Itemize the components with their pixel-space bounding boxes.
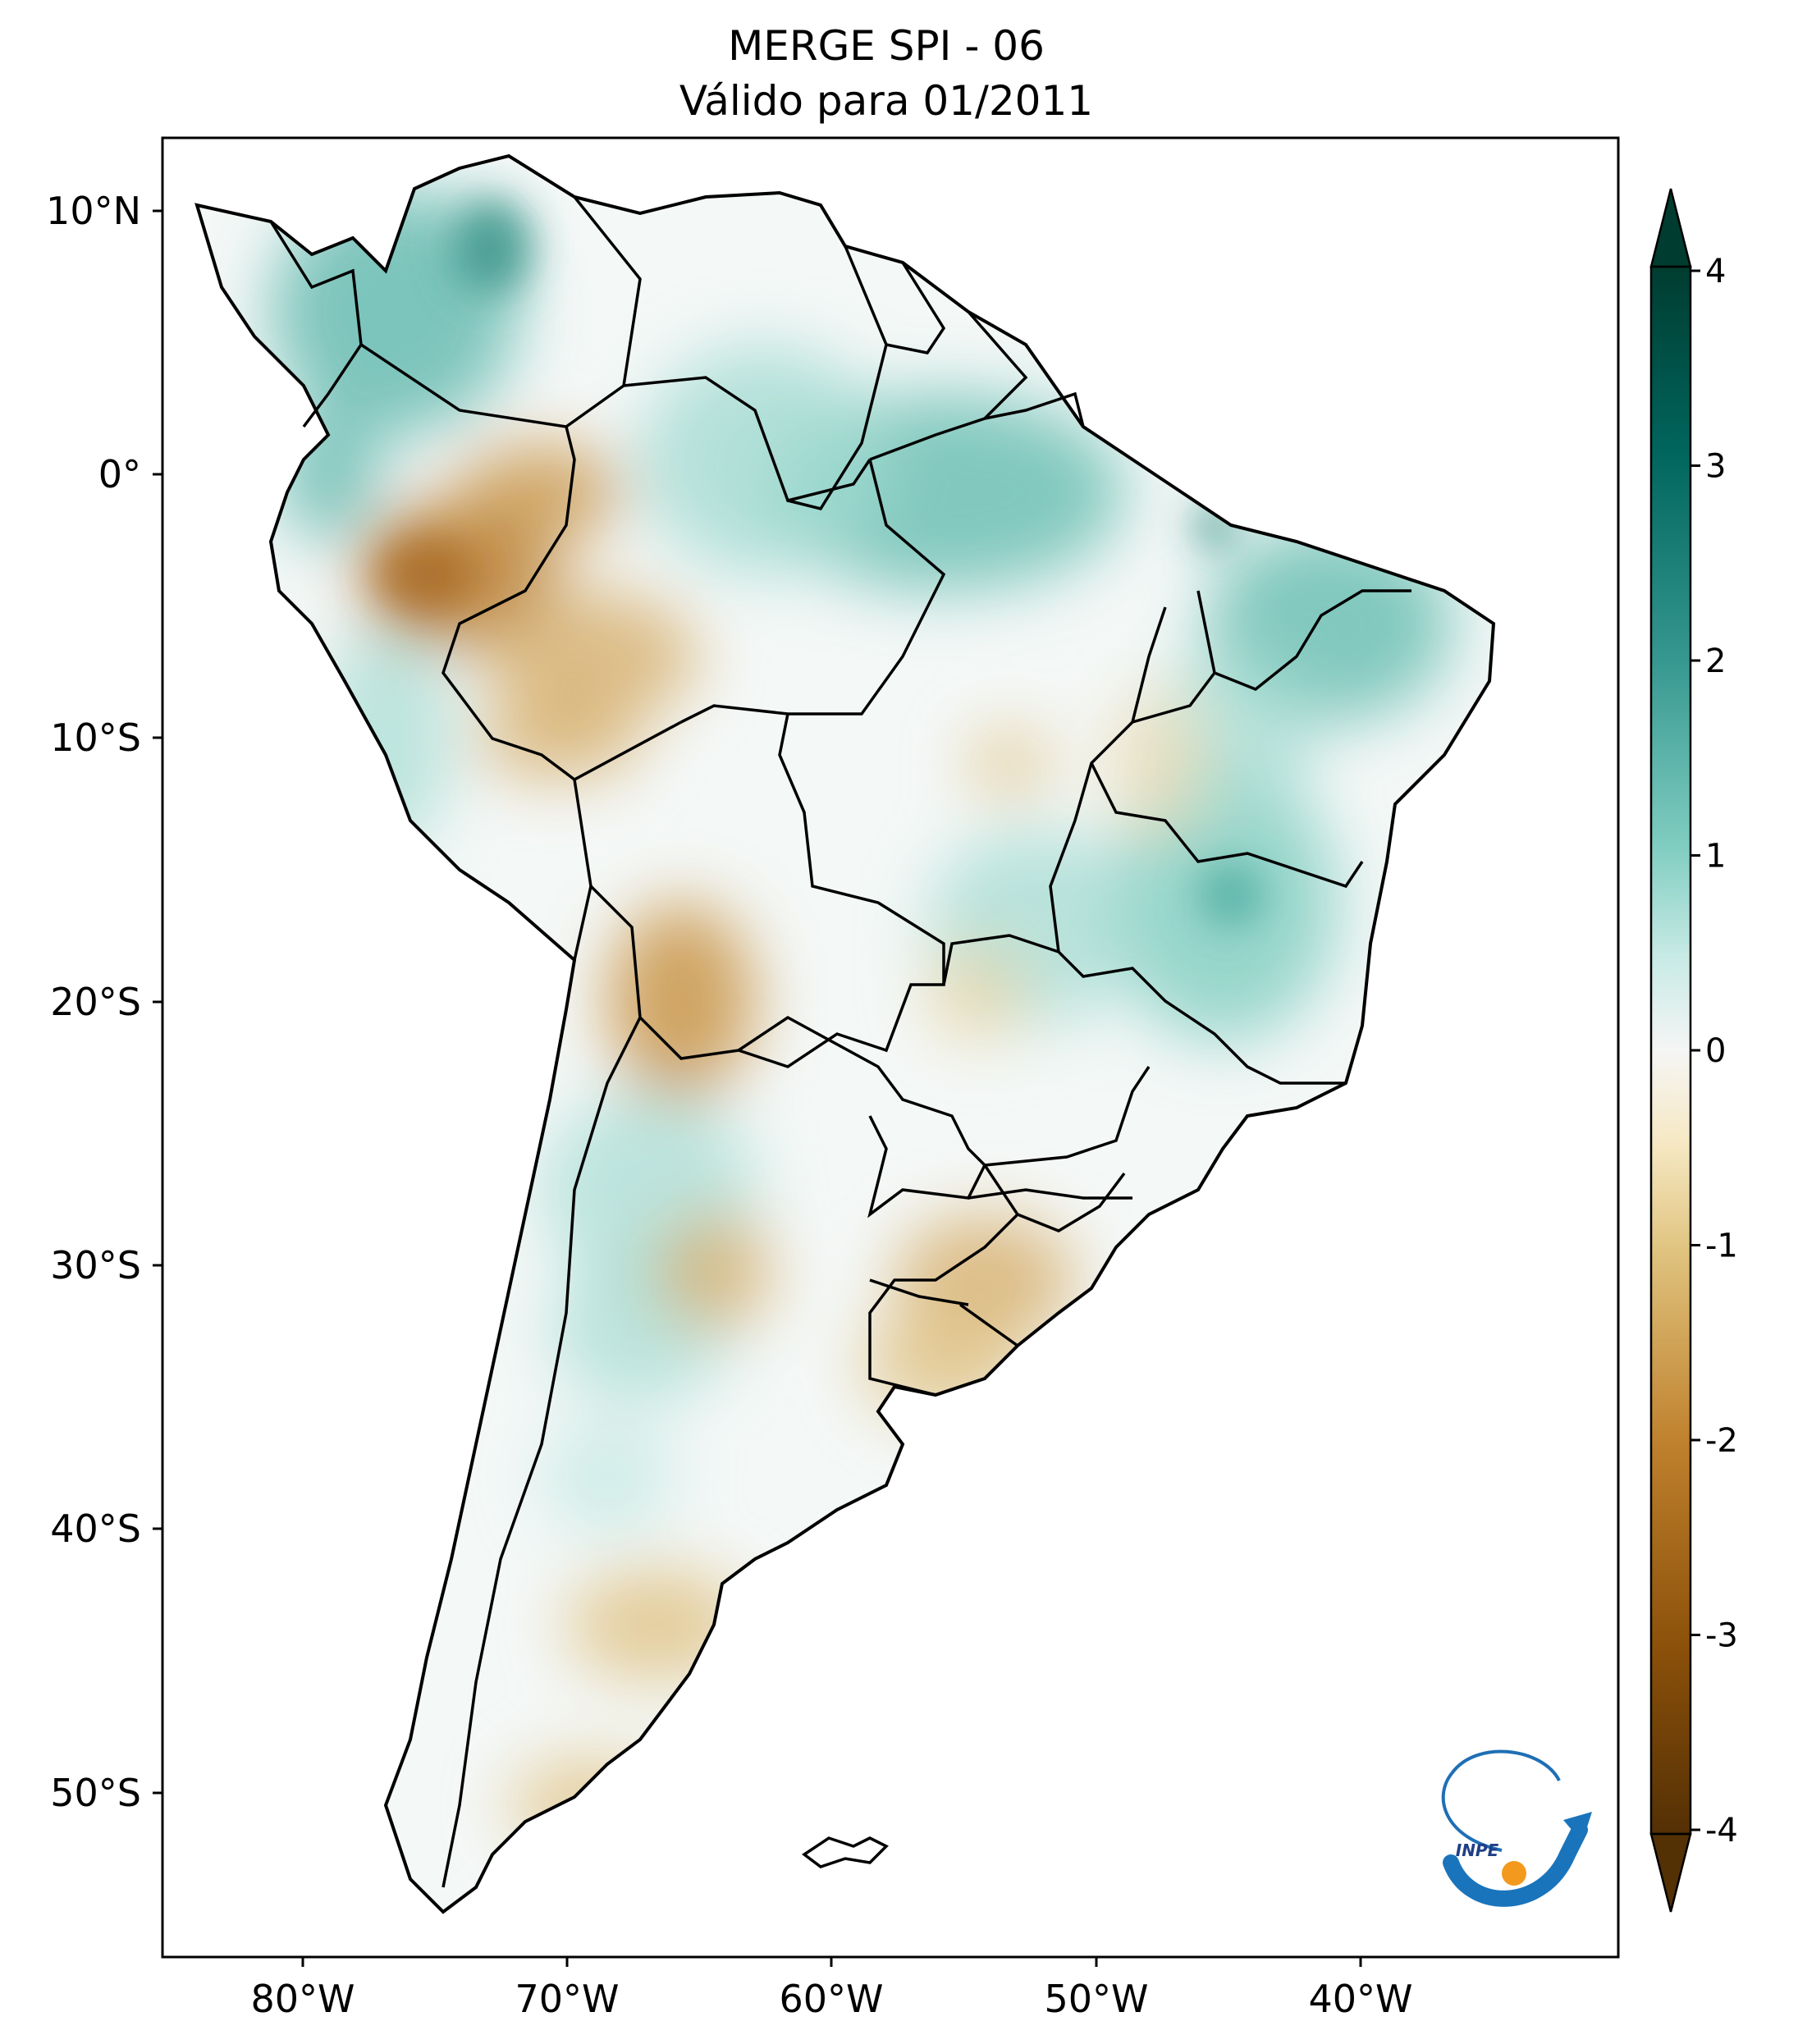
map-title-line1: MERGE SPI - 06 — [728, 22, 1045, 70]
colorbar-tick-label: -3 — [1705, 1617, 1738, 1655]
lon-label: 40°W — [1308, 1977, 1412, 2021]
colorbar-tick-label: 2 — [1705, 642, 1726, 680]
map-area: INPE — [162, 138, 1618, 1957]
lon-label: 80°W — [250, 1977, 355, 2021]
latitude-axis: 10°N 0° 10°S 20°S 30°S 40°S 50°S — [46, 189, 162, 1815]
map-frame — [161, 136, 1620, 1959]
country-borders — [269, 195, 1411, 1888]
colorbar: 4 3 2 1 0 -1 -2 -3 -4 — [1649, 188, 1738, 1913]
colorbar-tick-label: -4 — [1705, 1812, 1738, 1850]
lon-label: 70°W — [515, 1977, 619, 2021]
lat-label: 30°S — [50, 1243, 141, 1287]
inpe-logo-text: INPE — [1456, 1841, 1499, 1860]
map-title-line2: Válido para 01/2011 — [679, 77, 1093, 125]
lat-label: 10°N — [46, 189, 141, 233]
lat-label: 40°S — [50, 1507, 141, 1551]
colorbar-max-extend — [1649, 188, 1692, 268]
falkland-islands — [801, 1836, 889, 1868]
colorbar-tick-label: 3 — [1705, 448, 1726, 486]
colorbar-tick-label: 4 — [1705, 253, 1726, 290]
longitude-axis: 80°W 70°W 60°W 50°W 40°W — [250, 1957, 1413, 2021]
colorbar-tick-label: -2 — [1705, 1422, 1738, 1460]
lat-label: 20°S — [50, 980, 141, 1024]
lat-label: 10°S — [50, 716, 141, 760]
colorbar-tick-label: 0 — [1705, 1032, 1726, 1070]
lat-label: 0° — [98, 452, 141, 496]
lat-label: 50°S — [50, 1771, 141, 1815]
colorbar-tick-label: 1 — [1705, 838, 1726, 876]
colorbar-gradient — [1651, 267, 1690, 1834]
colorbar-min-extend — [1649, 1832, 1692, 1913]
colorbar-tick-label: -1 — [1705, 1228, 1738, 1265]
lon-label: 50°W — [1044, 1977, 1148, 2021]
lon-label: 60°W — [779, 1977, 883, 2021]
inpe-logo: INPE — [1441, 1749, 1592, 1907]
